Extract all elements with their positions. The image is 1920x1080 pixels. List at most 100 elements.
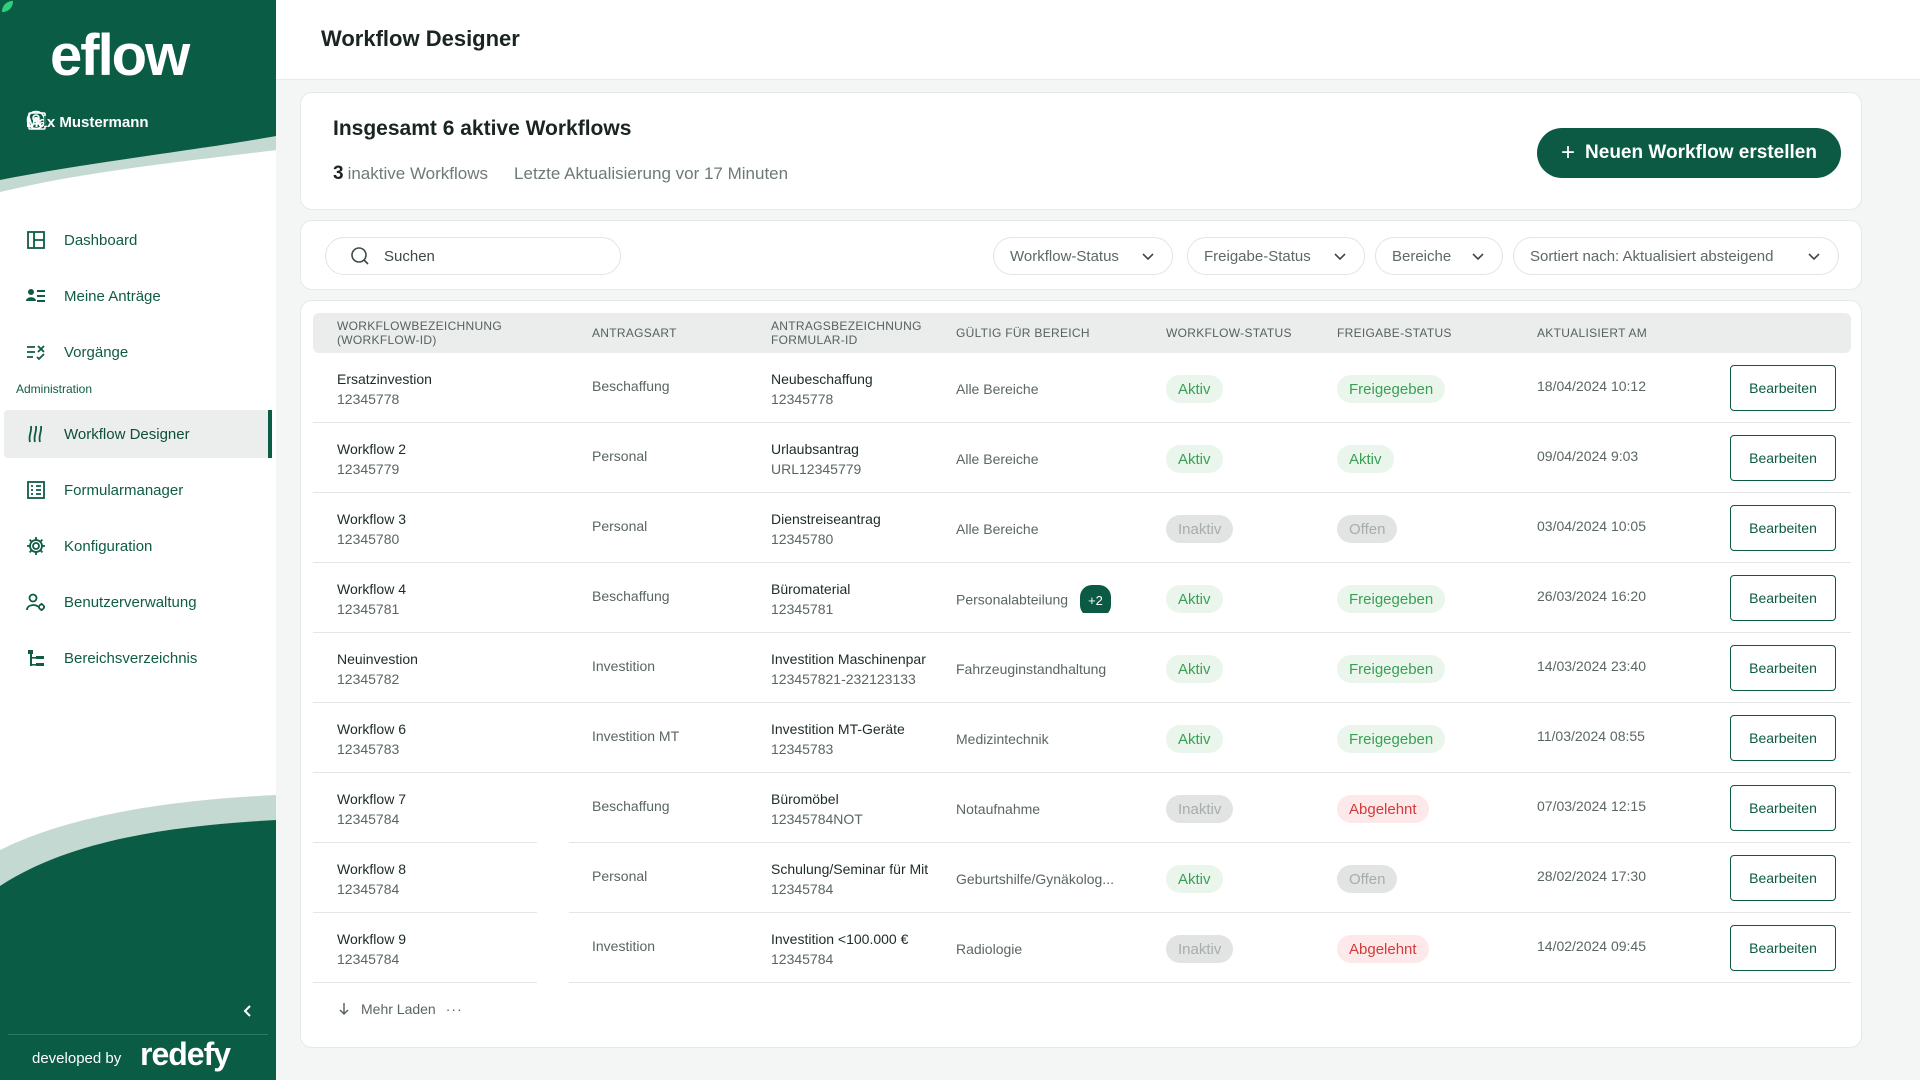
areas-dropdown[interactable]: Bereiche bbox=[1375, 237, 1503, 275]
load-more-label: Mehr Laden bbox=[361, 1001, 436, 1017]
area-cell: Alle Bereiche bbox=[956, 445, 1156, 473]
release-status-badge: Offen bbox=[1337, 865, 1398, 893]
edit-button[interactable]: Bearbeiten bbox=[1730, 925, 1836, 971]
area-cell: Alle Bereiche bbox=[956, 375, 1156, 403]
edit-button[interactable]: Bearbeiten bbox=[1730, 575, 1836, 621]
request-type: Investition bbox=[592, 658, 656, 674]
nav-item-bereichsverzeichnis[interactable]: Bereichsverzeichnis bbox=[0, 634, 276, 682]
table-row: Workflow 7 12345784 Beschaffung Büromöbel 12… bbox=[313, 773, 1851, 843]
chevron-down-icon bbox=[1142, 253, 1154, 261]
release-status-badge: Freigegeben bbox=[1337, 585, 1446, 613]
col-header-type[interactable]: ANTRAGSART bbox=[592, 326, 677, 340]
page-title: Workflow Designer bbox=[321, 26, 520, 51]
sidebar: eflow Max Mustermann Dashboard Meine Ant… bbox=[0, 0, 276, 1080]
workflow-name-cell: Workflow 6 12345783 bbox=[337, 719, 557, 759]
table-row: Workflow 9 12345784 Investition Investition… bbox=[313, 913, 1851, 983]
table-row: Workflow 4 12345781 Beschaffung Büromateria… bbox=[313, 563, 1851, 633]
form-name: Investition <100.000 € bbox=[771, 931, 909, 947]
form-name: Neubeschaffung bbox=[771, 371, 873, 387]
table-row: Workflow 2 12345779 Personal Urlaubsantrag U… bbox=[313, 423, 1851, 493]
row-divider bbox=[313, 702, 1851, 703]
request-type: Beschaffung bbox=[592, 378, 670, 394]
nav-label: Benutzerverwaltung bbox=[64, 593, 197, 611]
edit-button[interactable]: Bearbeiten bbox=[1730, 855, 1836, 901]
list-user-icon bbox=[26, 289, 45, 302]
load-more-button[interactable]: Mehr Laden ··· bbox=[337, 1001, 463, 1017]
edit-button[interactable]: Bearbeiten bbox=[1730, 365, 1836, 411]
nav-item-konfiguration[interactable]: Konfiguration bbox=[0, 522, 276, 570]
chevron-down-icon bbox=[1472, 253, 1484, 261]
area-name: Alle Bereiche bbox=[956, 381, 1039, 397]
edit-button[interactable]: Bearbeiten bbox=[1730, 785, 1836, 831]
new-workflow-label: Neuen Workflow erstellen bbox=[1585, 142, 1817, 163]
nav-label: Formularmanager bbox=[64, 481, 184, 499]
release-status-dropdown[interactable]: Freigabe-Status bbox=[1187, 237, 1365, 275]
nav-item-benutzerverwaltung[interactable]: Benutzerverwaltung bbox=[0, 578, 276, 626]
form-cell: Investition MT-Geräte 12345783 bbox=[771, 719, 933, 759]
col-header-release-status[interactable]: FREIGABE-STATUS bbox=[1337, 326, 1452, 340]
release-status-badge: Freigegeben bbox=[1337, 655, 1446, 683]
tasks-icon bbox=[27, 345, 45, 361]
workflow-status-badge: Inaktiv bbox=[1166, 515, 1234, 543]
workflow-id: 12345784 bbox=[337, 951, 400, 967]
chevron-down-icon bbox=[1808, 253, 1820, 261]
col-header-updated[interactable]: AKTUALISIERT AM bbox=[1537, 326, 1648, 340]
col-header-workflow-status[interactable]: WORKFLOW-STATUS bbox=[1166, 326, 1292, 340]
nav-label: Bereichsverzeichnis bbox=[64, 649, 198, 667]
area-name: Radiologie bbox=[956, 941, 1023, 957]
workflow-id: 12345780 bbox=[337, 531, 400, 547]
area-name: Fahrzeuginstandhaltung bbox=[956, 661, 1107, 677]
plus-icon: + bbox=[1561, 139, 1576, 166]
col-header-area[interactable]: GÜLTIG FÜR BEREICH bbox=[956, 326, 1090, 340]
more-areas-badge[interactable]: +2 bbox=[1080, 585, 1111, 613]
form-name: Urlaubsantrag bbox=[771, 441, 859, 457]
workflow-name-cell: Workflow 8 12345784 bbox=[337, 859, 557, 899]
collapse-sidebar-icon[interactable] bbox=[240, 1003, 256, 1019]
col-header-form[interactable]: ANTRAGSBEZEICHNUNG FORMULAR-ID bbox=[771, 313, 922, 353]
workflow-status-dropdown[interactable]: Workflow-Status bbox=[993, 237, 1173, 275]
sort-dropdown[interactable]: Sortiert nach: Aktualisiert absteigend bbox=[1513, 237, 1839, 275]
new-workflow-button[interactable]: + Neuen Workflow erstellen bbox=[1537, 128, 1841, 178]
row-divider bbox=[569, 912, 1851, 913]
table-header: WORKFLOWBEZEICHNUNG (WORKFLOW-ID) ANTRAG… bbox=[313, 313, 1851, 353]
workflow-id: 12345779 bbox=[337, 461, 400, 477]
edit-button[interactable]: Bearbeiten bbox=[1730, 715, 1836, 761]
edit-button[interactable]: Bearbeiten bbox=[1730, 505, 1836, 551]
col-header-line: WORKFLOWBEZEICHNUNG bbox=[337, 319, 503, 333]
area-cell: Notaufnahme bbox=[956, 795, 1156, 823]
col-header-line: FORMULAR-ID bbox=[771, 333, 858, 347]
workflow-name: Workflow 4 bbox=[337, 581, 406, 597]
request-type: Beschaffung bbox=[592, 798, 670, 814]
nav-item-formularmanager[interactable]: Formularmanager bbox=[0, 466, 276, 514]
row-divider bbox=[313, 772, 1851, 773]
row-divider bbox=[313, 912, 537, 913]
search-input[interactable]: Suchen bbox=[325, 237, 621, 275]
developed-by-label: developed by bbox=[32, 1050, 122, 1067]
workflow-name-cell: Workflow 2 12345779 bbox=[337, 439, 557, 479]
col-header-workflow[interactable]: WORKFLOWBEZEICHNUNG (WORKFLOW-ID) bbox=[337, 313, 502, 353]
edit-button[interactable]: Bearbeiten bbox=[1730, 645, 1836, 691]
logout-icon[interactable] bbox=[26, 110, 48, 132]
request-type: Beschaffung bbox=[592, 588, 670, 604]
form-cell: Büromaterial 12345781 bbox=[771, 579, 933, 619]
workflow-icon bbox=[28, 425, 43, 443]
edit-button[interactable]: Bearbeiten bbox=[1730, 435, 1836, 481]
nav-item-dashboard[interactable]: Dashboard bbox=[0, 216, 276, 264]
workflow-name: Workflow 6 bbox=[337, 721, 406, 737]
nav-item-vorgaenge[interactable]: Vorgänge bbox=[0, 328, 276, 376]
workflow-id: 12345781 bbox=[337, 601, 400, 617]
nav-item-meine-antraege[interactable]: Meine Anträge bbox=[0, 272, 276, 320]
area-cell: Medizintechnik bbox=[956, 725, 1156, 753]
request-type: Personal bbox=[592, 868, 648, 884]
workflow-name-cell: Neuinvestion 12345782 bbox=[337, 649, 557, 689]
summary-subline: 3 inaktive Workflows Letzte Aktualisieru… bbox=[333, 163, 788, 185]
dropdown-label: Freigabe-Status bbox=[1204, 247, 1311, 265]
release-status-badge: Freigegeben bbox=[1337, 375, 1446, 403]
nav-item-workflow-designer[interactable]: Workflow Designer bbox=[4, 410, 272, 458]
row-divider bbox=[313, 632, 1851, 633]
release-status-badge: Offen bbox=[1337, 515, 1398, 543]
summary-card: Insgesamt 6 aktive Workflows 3 inaktive … bbox=[300, 92, 1862, 210]
user-name: Max Mustermann bbox=[26, 113, 149, 131]
updated-date: 09/04/2024 9:03 bbox=[1537, 448, 1639, 464]
workflow-status-badge: Aktiv bbox=[1166, 375, 1223, 403]
